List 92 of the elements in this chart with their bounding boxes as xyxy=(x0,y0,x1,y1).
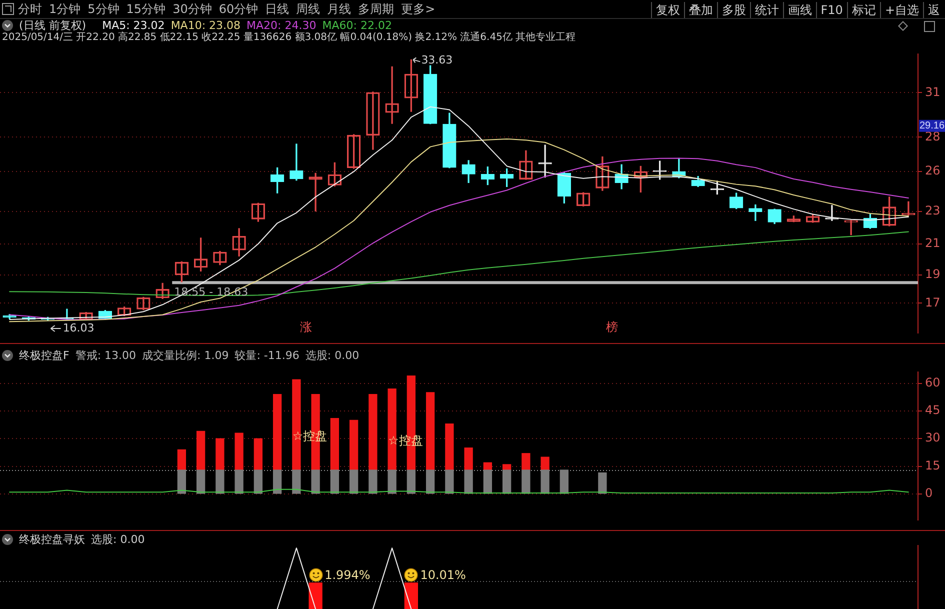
text: 复权 xyxy=(650,2,684,18)
bar xyxy=(445,470,454,494)
chart-title: (日线 前复权) xyxy=(19,19,86,32)
bar xyxy=(216,438,224,470)
bar xyxy=(388,470,396,494)
text: 较量: -11.96 xyxy=(234,349,300,362)
bar xyxy=(540,470,550,494)
bar xyxy=(254,438,263,470)
text: 标记 xyxy=(846,2,880,18)
text: 周线 xyxy=(296,1,320,18)
text: 多股 xyxy=(716,2,750,18)
text: 统计 xyxy=(750,2,783,18)
y-tick-label: 30 xyxy=(925,430,940,445)
bar xyxy=(216,470,224,494)
bar xyxy=(522,470,530,494)
y-tick-label: 19 xyxy=(925,267,940,282)
bar xyxy=(445,424,454,470)
bar xyxy=(406,470,416,494)
bar xyxy=(311,470,320,494)
bar xyxy=(196,470,206,494)
bar xyxy=(502,470,512,494)
candlestick xyxy=(902,201,916,216)
candlestick xyxy=(290,144,304,181)
bar xyxy=(426,470,435,494)
text: MA20: 24.30 xyxy=(246,19,316,32)
candlestick xyxy=(825,205,839,221)
y-tick-label: 15 xyxy=(925,458,940,472)
bar xyxy=(177,470,186,494)
text: 15分钟 xyxy=(126,1,166,18)
y-tick-label: 21 xyxy=(925,236,940,250)
text: 日线 xyxy=(265,1,290,18)
bar xyxy=(330,470,340,494)
bar xyxy=(349,470,358,494)
chart-title: 终极控盘寻妖 xyxy=(19,533,85,546)
bar xyxy=(330,418,340,470)
text: 画线 xyxy=(782,2,816,18)
annotation: 16.03 xyxy=(62,321,94,334)
bar xyxy=(560,470,569,494)
candlestick xyxy=(748,204,762,221)
annotation: 10.01% xyxy=(420,568,466,582)
text: 警戒: 13.00 xyxy=(75,349,136,362)
text: 1分钟 xyxy=(49,1,81,18)
text: MA5: 23.02 xyxy=(102,19,165,32)
bar xyxy=(598,472,607,494)
bar xyxy=(464,470,473,494)
bar xyxy=(368,394,378,470)
text: 5分钟 xyxy=(88,1,120,18)
y-tick-label: 28 xyxy=(925,129,940,144)
annotation: 29.16 xyxy=(919,120,945,132)
y-tick-label: 23 xyxy=(925,203,940,218)
text: 分时 xyxy=(18,1,42,18)
text: 30分钟 xyxy=(172,1,212,18)
bar xyxy=(522,453,530,470)
text: +自选 xyxy=(880,2,923,18)
text: 选股: 0.00 xyxy=(305,349,360,362)
annotation: 榜 xyxy=(606,320,618,334)
bar xyxy=(177,449,186,470)
bar xyxy=(426,392,435,470)
text: F10 xyxy=(816,2,847,18)
text: 60分钟 xyxy=(218,1,258,18)
text: 月线 xyxy=(327,1,352,18)
y-tick-label: 45 xyxy=(925,403,940,418)
bar xyxy=(368,470,378,494)
annotation: 33.63 xyxy=(421,54,453,67)
bar xyxy=(349,420,358,470)
bar xyxy=(272,394,282,470)
bar xyxy=(234,470,244,494)
text: 更多> xyxy=(401,1,436,18)
bar xyxy=(483,470,492,494)
bar xyxy=(292,470,301,494)
y-tick-label: 60 xyxy=(925,375,940,390)
y-tick-label: 26 xyxy=(925,163,940,178)
y-tick-label: 17 xyxy=(925,295,940,310)
y-tick-label: 31 xyxy=(925,84,940,99)
chart-subtitle: 2025/05/14/三 开22.20 高22.85 低22.15 收22.25 量136626 额3.08亿 幅0.04(0.18%) 换2.12% 流通6.45亿 其他专业工程 xyxy=(2,31,576,44)
text: 成交量比例: 1.09 xyxy=(142,349,229,362)
bar xyxy=(196,430,206,470)
text: 叠加 xyxy=(684,2,717,18)
bar xyxy=(234,432,244,470)
chart-subtitle: 选股: 0.00 xyxy=(91,533,145,546)
text: 多周期 xyxy=(358,1,394,18)
chart-title: 终极控盘F xyxy=(19,349,70,362)
bar xyxy=(272,470,282,494)
text: MA60: 22.02 xyxy=(322,19,392,32)
text: 返 xyxy=(923,2,944,18)
y-tick-label: 0 xyxy=(925,486,933,500)
annotation: 1.994% xyxy=(324,568,370,582)
bar xyxy=(254,470,263,494)
annotation: 涨 xyxy=(300,320,312,334)
bar xyxy=(464,448,473,470)
bar xyxy=(540,456,550,470)
text: MA10: 23.08 xyxy=(170,19,241,32)
